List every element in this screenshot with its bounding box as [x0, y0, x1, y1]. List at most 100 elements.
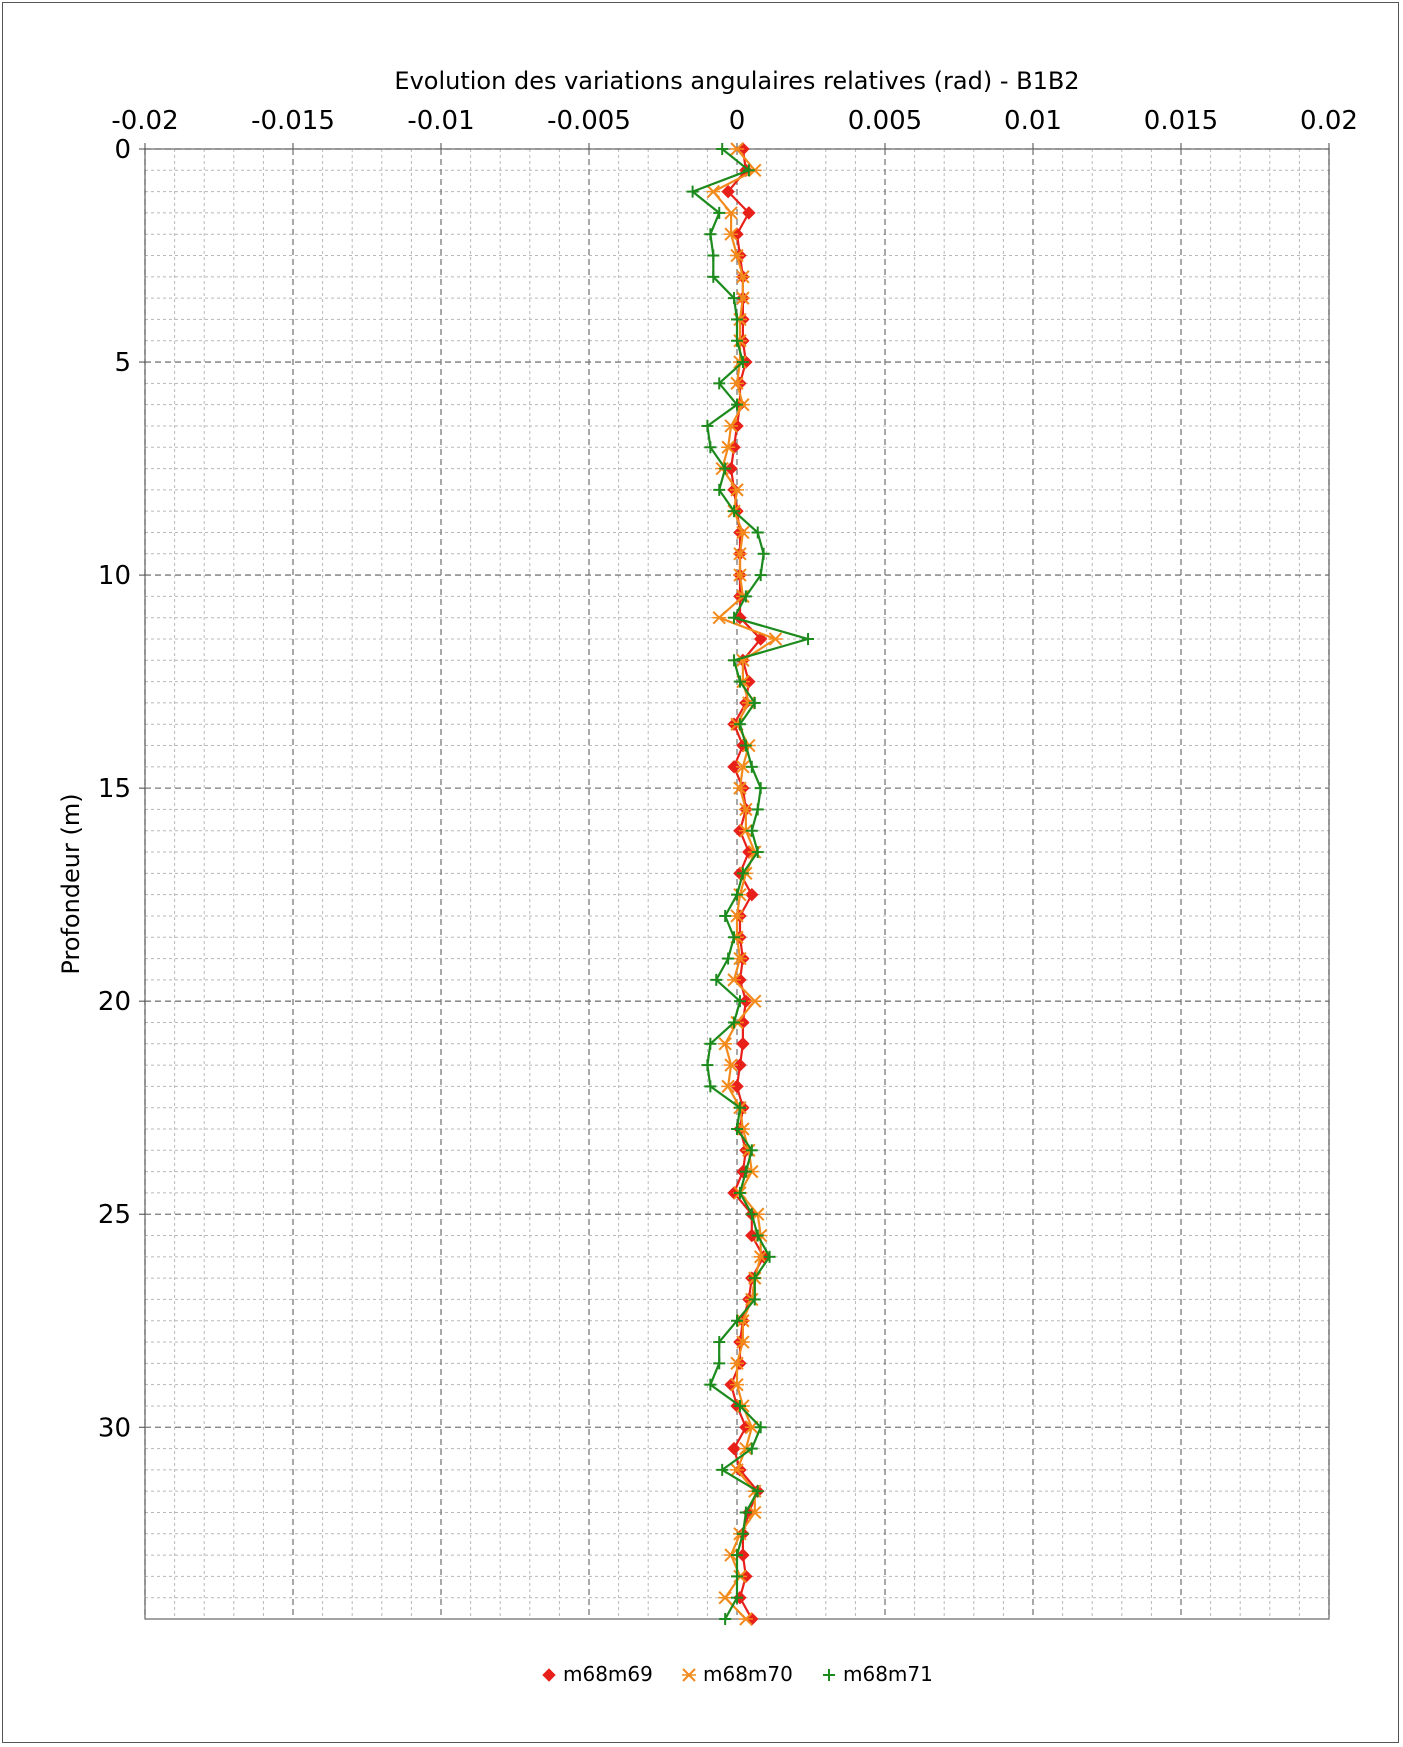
- data-point: [736, 1527, 749, 1540]
- legend-label: m68m71: [843, 1662, 933, 1686]
- data-point: [748, 1272, 761, 1285]
- data-point: [733, 675, 746, 688]
- data-point: [768, 632, 783, 646]
- data-point: [738, 802, 753, 817]
- data-point: [730, 1463, 744, 1477]
- y-tick-label: 10: [98, 561, 131, 591]
- data-point: [736, 1037, 750, 1051]
- legend-item-m68m70: m68m70: [682, 1662, 793, 1686]
- x-tick-label: 0.02: [1300, 106, 1358, 136]
- data-point: [719, 462, 732, 475]
- data-point: [719, 909, 732, 922]
- data-point: [736, 867, 749, 880]
- series-line-m68m70: [712, 148, 777, 1620]
- data-point: [732, 951, 747, 966]
- legend-marker: [823, 1669, 835, 1681]
- data-point: [731, 313, 743, 326]
- data-point: [742, 164, 755, 177]
- data-point: [730, 909, 744, 923]
- data-point: [727, 760, 741, 774]
- data-point: [745, 1208, 758, 1221]
- data-point: [712, 610, 727, 625]
- y-tick-label: 20: [98, 987, 131, 1017]
- data-point: [732, 547, 747, 561]
- data-point: [704, 441, 717, 454]
- data-point: [728, 654, 741, 667]
- data-point: [727, 1441, 741, 1456]
- data-point: [736, 356, 749, 369]
- data-point: [730, 1079, 744, 1094]
- data-point: [748, 696, 761, 709]
- data-point: [739, 1165, 752, 1178]
- data-point: [733, 1399, 746, 1412]
- data-point: [745, 824, 758, 837]
- data-point: [724, 419, 739, 433]
- series-m68m71: [686, 143, 815, 1625]
- data-point: [730, 1377, 744, 1392]
- data-point: [704, 1378, 717, 1391]
- data-point: [732, 568, 747, 582]
- data-point: [751, 526, 764, 539]
- y-tick-label: 15: [98, 774, 131, 804]
- x-tick-label: 0.01: [1004, 106, 1062, 136]
- data-point: [763, 1250, 776, 1263]
- data-point: [721, 184, 735, 199]
- data-point: [704, 1080, 717, 1093]
- data-point: [707, 270, 720, 283]
- data-point: [713, 1336, 726, 1349]
- data-point: [733, 1186, 746, 1199]
- data-point: [722, 952, 735, 965]
- data-point: [753, 632, 768, 646]
- data-point: [751, 803, 764, 816]
- data-point: [728, 505, 741, 518]
- y-axis-title: Profondeur (m): [57, 793, 85, 974]
- data-point: [716, 1463, 729, 1476]
- grid-minor: [145, 149, 1329, 1620]
- legend-label: m68m69: [563, 1662, 653, 1686]
- data-point: [719, 1613, 732, 1625]
- data-point: [724, 1058, 739, 1072]
- legend-marker: [682, 1668, 696, 1682]
- legend-label: m68m70: [703, 1662, 793, 1686]
- data-point: [728, 611, 741, 624]
- data-point: [716, 143, 729, 155]
- x-tick-label: 0: [729, 106, 746, 136]
- series-layer: [686, 142, 815, 1626]
- legend-marker: [542, 1668, 556, 1682]
- data-point: [724, 227, 739, 241]
- data-point: [754, 569, 767, 582]
- data-point: [751, 846, 764, 859]
- data-point: [733, 718, 746, 731]
- data-point: [757, 547, 770, 560]
- data-point: [704, 1037, 717, 1050]
- data-point: [735, 1335, 750, 1349]
- x-axis-title: Evolution des variations angulaires rela…: [394, 67, 1079, 95]
- data-point: [731, 888, 743, 901]
- data-point: [718, 1037, 733, 1051]
- data-point: [721, 440, 736, 454]
- data-point: [745, 887, 759, 902]
- data-point: [707, 249, 720, 262]
- y-tick-label: 5: [114, 348, 131, 378]
- data-point: [721, 1079, 736, 1094]
- data-point: [727, 973, 742, 987]
- data-point: [742, 206, 756, 220]
- data-point: [724, 206, 739, 220]
- data-point: [802, 633, 815, 645]
- data-point: [731, 1314, 743, 1327]
- data-point: [731, 1591, 743, 1604]
- data-point: [718, 1590, 733, 1605]
- data-point: [745, 1144, 758, 1157]
- data-point: [751, 1229, 764, 1242]
- data-point: [731, 1570, 743, 1583]
- data-point: [713, 377, 726, 390]
- y-axis-ticks: 0 5 10 15 20 25 30: [98, 135, 145, 1443]
- series-line-m68m71: [691, 148, 810, 1620]
- data-point: [739, 590, 752, 603]
- data-point: [728, 1016, 741, 1029]
- x-tick-label: -0.01: [407, 106, 474, 136]
- data-point: [730, 483, 744, 497]
- x-tick-label: 0.005: [848, 106, 922, 136]
- data-point: [731, 1549, 743, 1562]
- data-point: [732, 781, 747, 795]
